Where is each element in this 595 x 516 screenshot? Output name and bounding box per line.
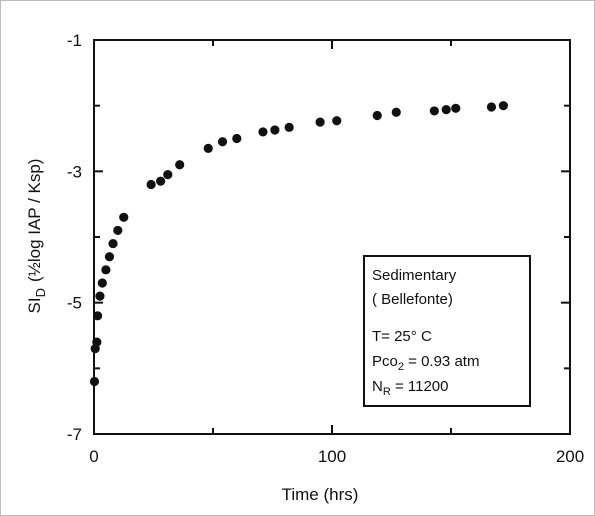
data-point (163, 170, 173, 180)
legend-line-3: T= 25° C (372, 328, 432, 345)
data-point (108, 238, 118, 249)
data-point (95, 291, 105, 301)
data-point (156, 176, 166, 186)
data-point (97, 278, 107, 288)
legend-pco-sub: 2 (398, 361, 404, 373)
legend-nr-value: = 11200 (391, 378, 449, 395)
data-point (486, 102, 497, 112)
data-point (270, 125, 280, 135)
x-tick-label: 0 (89, 447, 98, 466)
data-point (391, 107, 401, 117)
y-tick-label: -7 (67, 425, 82, 444)
data-point (332, 116, 342, 126)
legend-line-2: ( Bellefonte) (372, 291, 453, 308)
data-point (203, 143, 213, 153)
data-point (451, 103, 461, 113)
y-axis-label-rest: (½log IAP / Ksp) (25, 159, 44, 282)
legend: Sedimentary ( Bellefonte) T= 25° C Pco2 … (363, 255, 531, 407)
x-tick-label: 200 (556, 447, 584, 466)
data-point (372, 110, 382, 121)
legend-line-4: Pco2 = 0.93 atm (372, 353, 479, 373)
tick-labels: 0 100 200 -1 -3 -5 -7 (67, 31, 584, 466)
legend-line-5: NR = 11200 (372, 378, 449, 398)
data-point (315, 117, 325, 127)
data-point (217, 137, 228, 147)
data-point (232, 133, 242, 144)
y-axis-label: SID (½log IAP / Ksp) (25, 159, 48, 314)
data-point (441, 105, 451, 115)
axis-ticks (93, 39, 571, 435)
data-points (89, 101, 508, 387)
data-point (284, 122, 294, 132)
data-point (92, 311, 103, 321)
legend-nr-label: N (372, 378, 383, 395)
data-point (113, 225, 123, 236)
legend-pco-value: = 0.93 atm (404, 353, 479, 370)
y-tick-label: -3 (67, 162, 82, 181)
data-point (119, 212, 129, 222)
data-point (429, 106, 439, 116)
data-point (101, 265, 111, 275)
data-point (498, 101, 508, 111)
y-tick-label: -1 (67, 31, 82, 50)
y-axis-label-sub: D (33, 288, 48, 297)
data-point (175, 160, 185, 170)
data-point (146, 179, 156, 190)
legend-box (363, 255, 531, 407)
data-point (92, 337, 102, 347)
data-point (104, 252, 115, 262)
legend-nr-sub: R (383, 386, 391, 398)
x-axis-label: Time (hrs) (282, 485, 359, 504)
y-axis-label-main: SI (25, 297, 44, 313)
data-point (258, 127, 268, 137)
legend-line-1: Sedimentary (372, 267, 457, 284)
data-point (89, 376, 100, 387)
y-tick-label: -5 (67, 294, 82, 313)
x-tick-label: 100 (318, 447, 346, 466)
legend-pco-label: Pco (372, 353, 398, 370)
